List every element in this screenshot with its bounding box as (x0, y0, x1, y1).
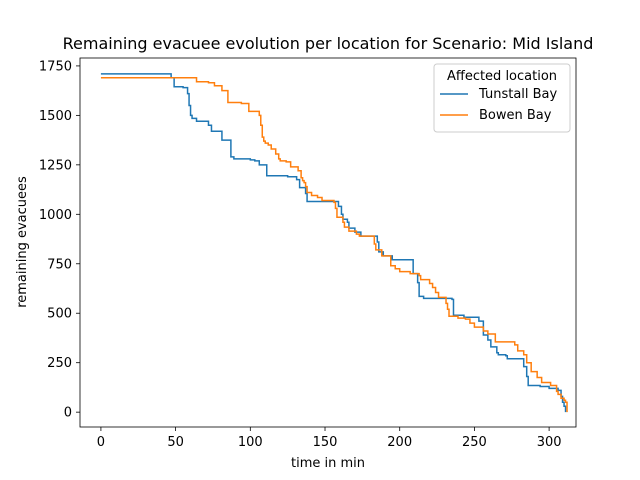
y-tick-label: 1500 (39, 109, 72, 124)
series-line-bowen-bay (100, 77, 568, 413)
y-tick-label: 750 (47, 257, 72, 272)
legend-title: Affected location (447, 69, 557, 84)
series-line-tunstall-bay (100, 73, 567, 413)
y-tick-label: 1750 (39, 59, 72, 74)
y-tick-label: 0 (64, 406, 72, 421)
x-tick-label: 200 (387, 435, 412, 450)
legend-entry-label: Tunstall Bay (478, 87, 558, 102)
chart-title: Remaining evacuee evolution per location… (63, 34, 594, 53)
series-layer (100, 73, 568, 413)
y-tick-label: 250 (47, 356, 72, 371)
plot-frame (79, 57, 577, 428)
x-tick-label: 300 (537, 435, 562, 450)
x-tick-label: 50 (167, 435, 184, 450)
x-tick-label: 100 (238, 435, 263, 450)
y-tick-label: 500 (47, 307, 72, 322)
y-axis: 0 250 500 750 1000 1250 1500 1750 (39, 59, 80, 421)
x-tick-label: 250 (462, 435, 487, 450)
y-tick-label: 1250 (39, 158, 72, 173)
x-tick-label: 150 (313, 435, 338, 450)
x-tick-label: 0 (97, 435, 105, 450)
y-axis-label: remaining evacuees (15, 176, 30, 308)
legend-entry-label: Bowen Bay (479, 108, 552, 123)
legend-entries: Tunstall Bay Bowen Bay (440, 87, 558, 123)
x-axis: 0 50 100 150 200 250 300 (97, 427, 562, 450)
y-tick-label: 1000 (39, 208, 72, 223)
x-axis-label: time in min (291, 456, 365, 471)
legend: Affected location Tunstall Bay Bowen Bay (433, 63, 571, 133)
